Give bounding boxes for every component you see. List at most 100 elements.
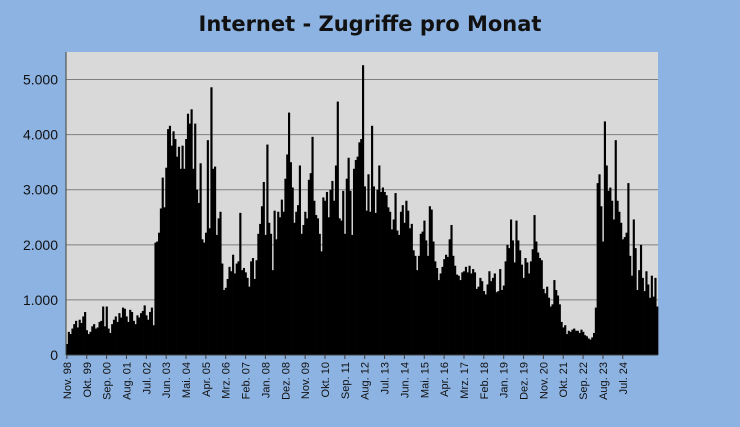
bar	[439, 273, 442, 355]
y-tick-label: 1.000	[23, 292, 58, 308]
bar	[147, 319, 150, 355]
bar	[540, 260, 543, 355]
bar	[437, 280, 440, 355]
bar	[580, 329, 583, 355]
bar	[282, 211, 285, 355]
bar	[378, 165, 381, 355]
bar	[390, 229, 394, 355]
bar	[349, 190, 352, 355]
bar	[69, 334, 72, 355]
bar	[531, 249, 534, 355]
bar	[602, 241, 605, 355]
bar	[304, 211, 307, 355]
x-tick-label: Dez. 08	[280, 362, 292, 400]
bar	[120, 317, 123, 355]
bar	[443, 259, 446, 355]
bar	[593, 332, 596, 355]
x-tick-label: Sep. 00	[102, 362, 114, 400]
bar	[109, 332, 112, 355]
bar	[75, 320, 78, 355]
bar	[510, 219, 513, 355]
bar	[156, 241, 159, 355]
bar	[650, 275, 653, 355]
bar	[94, 328, 98, 355]
bar	[455, 274, 458, 355]
bar	[589, 339, 592, 355]
bar	[273, 210, 276, 355]
bar	[103, 326, 107, 355]
bar	[82, 316, 85, 355]
x-tick-label: Mai. 04	[181, 362, 193, 398]
bar	[132, 320, 135, 355]
bar	[125, 316, 128, 355]
bar	[172, 131, 175, 355]
bar	[562, 327, 565, 355]
bar	[343, 233, 347, 355]
bar	[105, 306, 108, 355]
bar	[165, 167, 168, 355]
bar	[358, 142, 361, 355]
bar	[107, 328, 110, 355]
bar	[93, 324, 96, 355]
bar	[228, 266, 231, 355]
bar	[630, 275, 634, 355]
bar	[621, 239, 625, 355]
bar	[306, 218, 309, 355]
bar	[555, 289, 558, 355]
bar	[264, 234, 267, 355]
x-tick-label: Nov. 09	[300, 362, 312, 399]
bar	[239, 212, 242, 355]
bar	[611, 200, 614, 355]
bar	[616, 200, 619, 355]
bar	[526, 262, 529, 355]
bar	[250, 261, 253, 355]
bar	[591, 337, 594, 355]
bar	[340, 220, 343, 355]
bar	[280, 199, 283, 355]
bar	[87, 334, 90, 355]
bar	[401, 205, 404, 355]
bar	[587, 338, 590, 355]
bar	[445, 254, 448, 355]
bar	[506, 244, 509, 355]
bar	[389, 211, 392, 355]
bar	[436, 267, 439, 355]
y-tick-label: 2.000	[23, 237, 58, 253]
bar	[522, 277, 525, 355]
bar	[556, 295, 560, 355]
bar	[268, 222, 271, 355]
axes	[65, 52, 658, 359]
bar	[490, 281, 493, 355]
bar	[383, 191, 386, 355]
bar	[567, 330, 570, 355]
bar	[76, 327, 79, 355]
bar	[260, 206, 264, 355]
bar	[118, 313, 121, 355]
bar	[102, 306, 105, 355]
bar	[423, 220, 426, 355]
bar	[288, 112, 291, 355]
bar	[544, 293, 547, 355]
bar	[419, 233, 422, 355]
bar	[163, 207, 166, 355]
bar	[331, 180, 334, 355]
bar	[524, 258, 527, 355]
bar	[226, 278, 229, 355]
bar	[313, 200, 316, 355]
bar	[66, 343, 69, 355]
bar	[479, 277, 482, 355]
bar	[167, 129, 170, 355]
bar	[302, 224, 305, 355]
bar	[257, 233, 260, 355]
bar	[426, 255, 430, 355]
bar	[475, 288, 478, 355]
bar	[654, 277, 657, 355]
x-tick-label: Jul. 02	[141, 362, 153, 394]
bar	[161, 177, 164, 355]
bar	[425, 240, 428, 355]
bar	[565, 334, 569, 355]
bar	[407, 210, 410, 355]
bar	[179, 168, 182, 355]
bar	[412, 250, 415, 355]
bar	[513, 262, 516, 355]
